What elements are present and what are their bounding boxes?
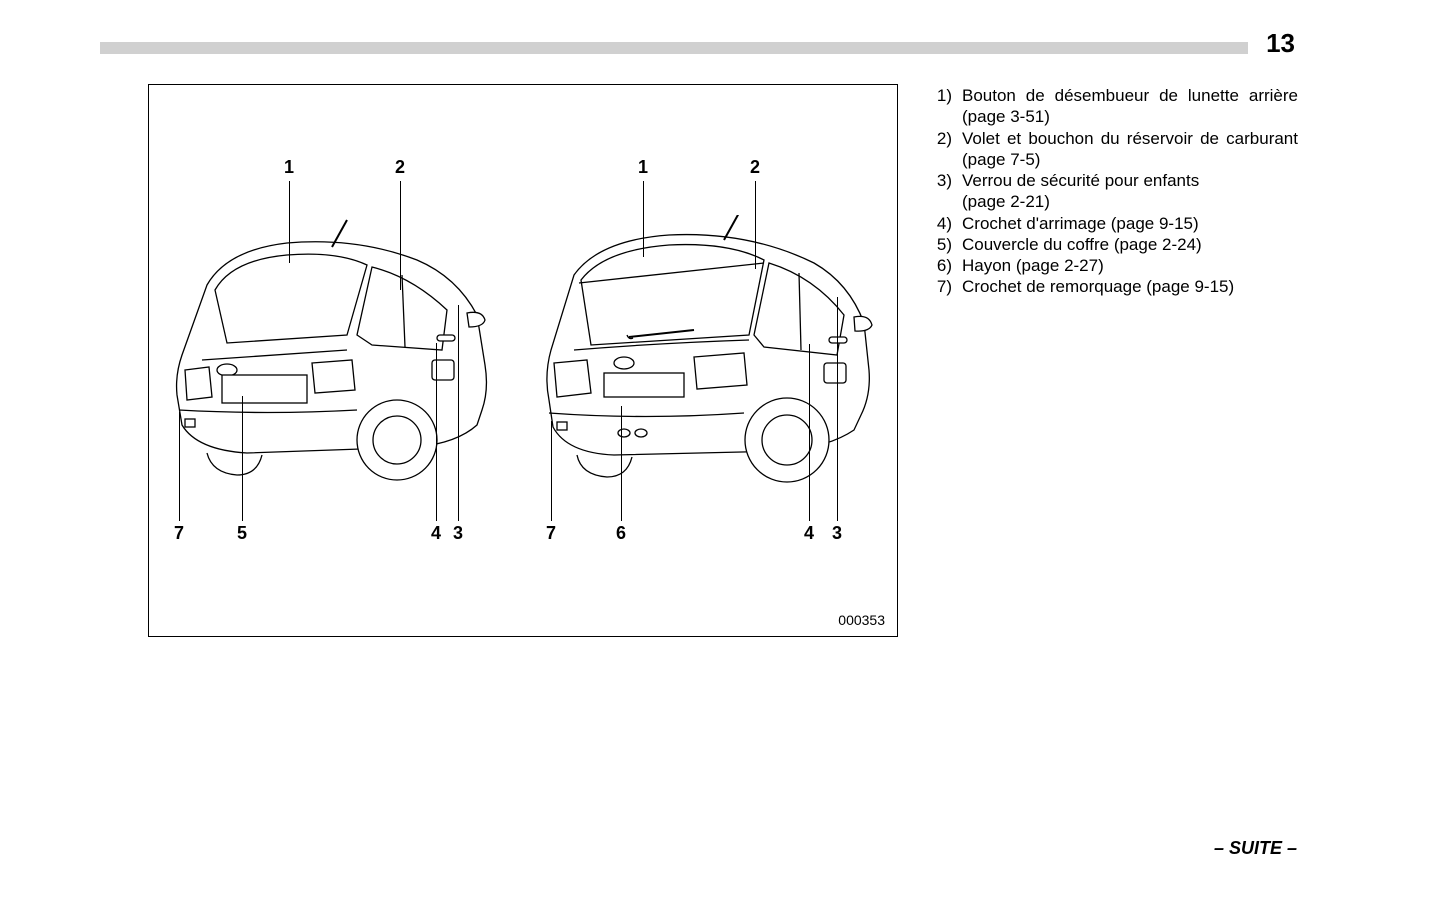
legend-text: Volet et bouchon du réservoir de carbura… <box>962 128 1298 171</box>
legend-num: 7) <box>928 276 962 297</box>
legend-item: 1) Bouton de désembueur de lunette arriè… <box>928 85 1298 128</box>
car-hatchback-illustration <box>529 215 879 495</box>
callout-line <box>837 297 838 521</box>
legend-item: 7) Crochet de remorquage (page 9-15) <box>928 276 1298 297</box>
legend-text: Bouton de désembueur de lunette arrière … <box>962 85 1298 128</box>
legend-text: Crochet de remorquage (page 9-15) <box>962 276 1298 297</box>
legend-text: Verrou de sécurité pour enfants (page 2-… <box>962 170 1298 213</box>
legend-num: 1) <box>928 85 962 128</box>
legend-text: Crochet d'arrimage (page 9-15) <box>962 213 1298 234</box>
callout-label: 3 <box>827 523 847 544</box>
legend-item: 5) Couvercle du coffre (page 2-24) <box>928 234 1298 255</box>
diagram-id: 000353 <box>838 612 885 628</box>
callout-label: 7 <box>541 523 561 544</box>
callout-line <box>809 344 810 521</box>
callout-label: 5 <box>232 523 252 544</box>
legend-text: Couvercle du coffre (page 2-24) <box>962 234 1298 255</box>
callout-line <box>400 181 401 290</box>
callout-label: 6 <box>611 523 631 544</box>
callout-line <box>551 421 552 521</box>
callout-label: 2 <box>745 157 765 178</box>
callout-label: 1 <box>633 157 653 178</box>
callout-line <box>643 181 644 257</box>
legend-num: 6) <box>928 255 962 276</box>
callout-line <box>179 412 180 521</box>
callout-line <box>458 305 459 521</box>
legend-list: 1) Bouton de désembueur de lunette arriè… <box>928 85 1298 298</box>
callout-line <box>242 396 243 521</box>
legend-num: 2) <box>928 128 962 171</box>
legend-item: 3) Verrou de sécurité pour enfants (page… <box>928 170 1298 213</box>
callout-line <box>755 181 756 269</box>
callout-label: 4 <box>799 523 819 544</box>
legend-num: 4) <box>928 213 962 234</box>
legend-item: 6) Hayon (page 2-27) <box>928 255 1298 276</box>
callout-label: 2 <box>390 157 410 178</box>
callout-label: 7 <box>169 523 189 544</box>
callout-label: 1 <box>279 157 299 178</box>
callout-line <box>621 406 622 521</box>
callout-line <box>289 181 290 263</box>
car-sedan-illustration <box>157 215 497 495</box>
legend-num: 5) <box>928 234 962 255</box>
callout-line <box>436 343 437 521</box>
legend-num: 3) <box>928 170 962 213</box>
header-divider <box>100 42 1248 54</box>
callout-label: 4 <box>426 523 446 544</box>
legend-item: 2) Volet et bouchon du réservoir de carb… <box>928 128 1298 171</box>
page-footer: – SUITE – <box>1214 838 1297 859</box>
legend-item: 4) Crochet d'arrimage (page 9-15) <box>928 213 1298 234</box>
legend-text: Hayon (page 2-27) <box>962 255 1298 276</box>
diagram-frame: 1 2 7 5 4 3 1 2 7 6 4 3 000353 <box>148 84 898 637</box>
page-number: 13 <box>1266 28 1295 59</box>
callout-label: 3 <box>448 523 468 544</box>
